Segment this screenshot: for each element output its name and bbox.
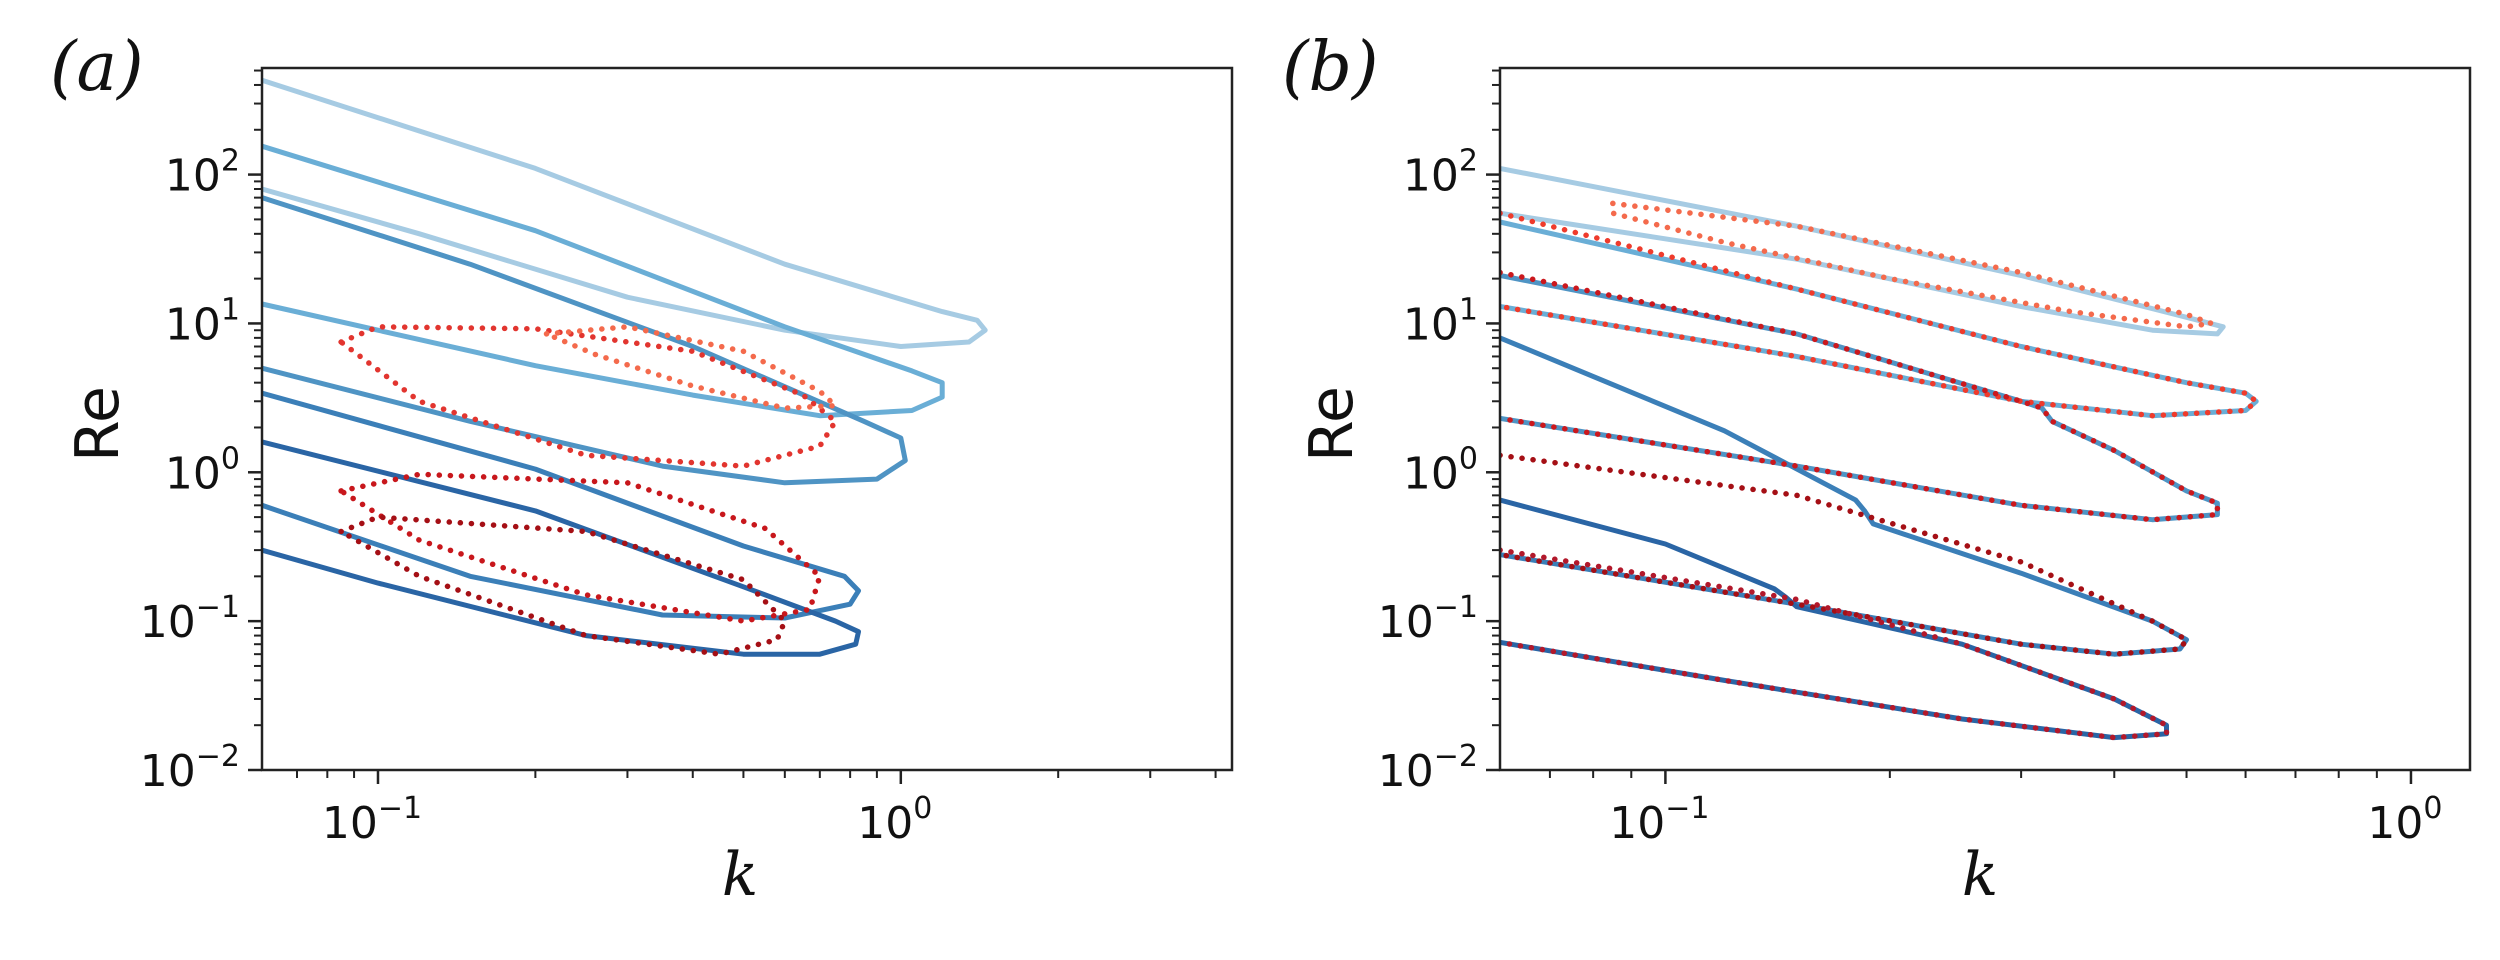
panel-b-series-dotted-3 [1500,269,2221,523]
panel-a-x-tick-label: 10−1 [322,791,422,849]
panel-b-x-tick-label: 10−1 [1609,791,1709,849]
panel-a-y-tick-label: 101 [165,292,240,350]
panel-a-y-tick-label: 100 [165,441,240,499]
panel-b-plot-area [1500,165,2259,741]
panel-a-series-solid-3 [262,195,908,486]
panel-a-series-dotted-4 [338,514,788,657]
panel-b-series-dotted-1 [1610,200,2215,330]
panel-b-series-solid-1 [1500,165,2226,337]
panel-a-ticks: 10−1 100 10−2 10−1 100 101 102 [140,69,1217,849]
panel-a-x-tick-label: 100 [857,791,932,849]
panel-a-y-tick-label: 102 [165,144,240,202]
panel-a: (a) 10−1 100 10−2 10−1 100 101 102 k Re [50,28,1234,910]
panel-a-series-dotted-2 [543,324,839,411]
panel-a-ylabel: Re [63,386,133,462]
panel-b-x-tick-label: 100 [2367,791,2442,849]
panel-b-series-solid-3 [1500,273,2220,523]
panel-b-series-dotted-5 [1500,547,2170,741]
panel-b-series-solid-5 [1500,497,2169,741]
panel-a-label: (a) [50,28,144,107]
panel-b-label: (b) [1282,28,1379,107]
panel-a-frame [260,66,1234,772]
panel-b-xlabel: k [1962,840,1998,910]
panel-a-y-tick-label: 10−2 [140,739,240,797]
panel-a-series-solid-2 [262,143,945,419]
panel-b-ticks: 10−1 100 10−2 10−1 100 101 102 [1378,69,2443,849]
panel-b: (b) 10−1 100 10−2 10−1 100 101 102 k Re [1282,28,2472,910]
panel-b-series-solid-4 [1500,335,2189,657]
panel-b-y-tick-label: 102 [1403,144,1478,202]
panel-a-series-solid-5 [262,439,861,657]
panel-b-y-tick-label: 100 [1403,441,1478,499]
panel-b-frame [1498,66,2472,772]
panel-a-y-tick-label: 10−1 [140,590,240,648]
panel-b-y-tick-label: 10−2 [1378,739,1478,797]
panel-a-xlabel: k [722,840,758,910]
panel-b-series-dotted-4 [1500,452,2190,657]
panel-a-plot-area [262,77,988,657]
panel-b-y-tick-label: 101 [1403,292,1478,350]
panel-a-series-solid-4 [262,390,861,621]
panel-b-y-tick-label: 10−1 [1378,590,1478,648]
panel-a-series-dotted-3 [338,471,823,624]
panel-a-series-dotted-1 [338,324,839,469]
panel-b-series-dotted-2 [1500,210,2259,419]
panel-b-ylabel: Re [1297,386,1367,462]
panel-a-series-solid-1 [262,77,988,349]
